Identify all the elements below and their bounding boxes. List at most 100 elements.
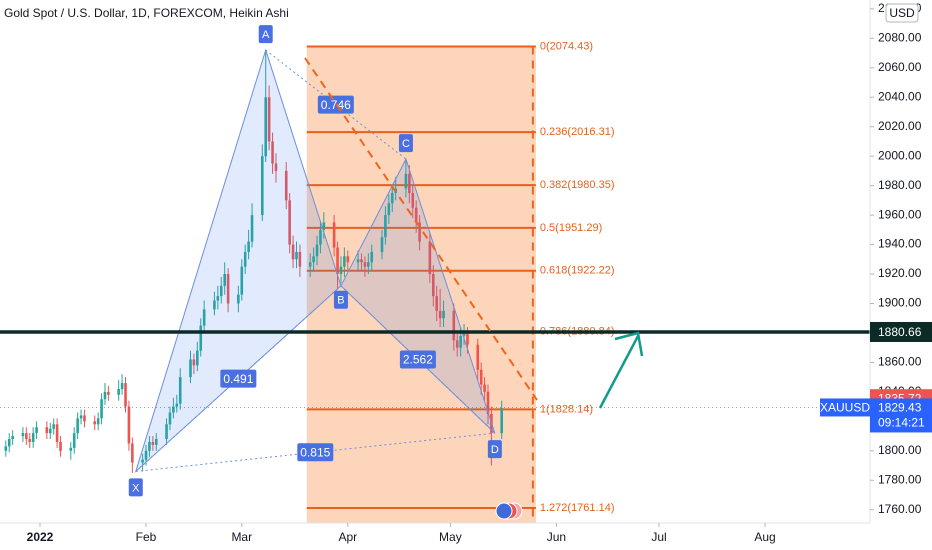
candle-body xyxy=(308,262,312,267)
candle-body xyxy=(79,415,83,419)
candle-body xyxy=(11,436,14,440)
candle-body xyxy=(69,447,73,451)
arrow xyxy=(598,331,644,409)
candle-body xyxy=(315,244,319,257)
fib-label: 1.272(1761.14) xyxy=(540,502,615,514)
pattern-ratio-line xyxy=(135,285,342,472)
last-price-label: 1829.43 xyxy=(878,401,922,415)
candle-body xyxy=(356,259,360,263)
candle-body xyxy=(452,310,456,341)
currency: USD xyxy=(889,6,915,20)
candle-body xyxy=(120,383,124,389)
point-box xyxy=(487,440,502,459)
candle-body xyxy=(76,418,79,434)
y-tick-label: 1900.00 xyxy=(878,296,922,310)
candle-body xyxy=(154,439,158,445)
y-tick-label: 1920.00 xyxy=(878,266,922,280)
candle-body xyxy=(240,266,244,295)
x-tick-label: Jun xyxy=(547,530,566,544)
candle-body xyxy=(178,377,182,404)
candle-body xyxy=(428,241,432,275)
candle-body xyxy=(4,446,8,451)
candle-body xyxy=(360,259,363,263)
candle-body xyxy=(414,207,418,223)
candle-body xyxy=(48,428,52,434)
hline-box xyxy=(870,321,932,342)
candle-body xyxy=(55,424,59,442)
candle-body xyxy=(28,439,32,442)
candle-body xyxy=(435,296,439,311)
candle-body xyxy=(267,97,271,142)
y-tick-label: 2080.00 xyxy=(878,30,922,44)
candle-body xyxy=(117,388,120,395)
point-label: C xyxy=(402,138,410,150)
candle-body xyxy=(124,383,127,407)
point-box xyxy=(128,478,143,497)
x-tick-label: Jul xyxy=(651,530,666,544)
candle-body xyxy=(35,427,38,434)
y-tick-label: 1780.00 xyxy=(878,472,922,486)
fib-label: 0(2074.43) xyxy=(540,40,593,52)
candle-body xyxy=(431,274,435,297)
y-tick-label: 1980.00 xyxy=(878,178,922,192)
y-tick-label: 1860.00 xyxy=(878,355,922,369)
candle-body xyxy=(175,403,179,407)
chart-title: Gold Spot / U.S. Dollar, 1D, FOREXCOM, H… xyxy=(4,6,289,20)
point-label: A xyxy=(262,29,270,41)
candle-body xyxy=(274,163,278,171)
last-price-box xyxy=(870,398,932,433)
candle-body xyxy=(131,443,134,463)
candle-body xyxy=(250,215,254,242)
candle-body xyxy=(483,384,486,392)
candle-body xyxy=(384,215,387,238)
candle-body xyxy=(151,441,155,445)
candle-body xyxy=(295,251,298,260)
icon xyxy=(495,502,523,520)
point-box xyxy=(258,25,273,44)
candle-body xyxy=(346,256,350,263)
ratio-label: 0.815 xyxy=(300,445,330,459)
candle-body xyxy=(380,237,384,252)
candle-body xyxy=(199,325,203,351)
candle-body xyxy=(462,332,466,336)
candle-body xyxy=(31,433,35,442)
point-box xyxy=(333,290,348,309)
candle-body xyxy=(459,335,462,348)
candle-body xyxy=(21,433,25,437)
currency-box[interactable] xyxy=(885,3,919,23)
y-tick-label: 2020.00 xyxy=(878,119,922,133)
candle-body xyxy=(223,274,226,286)
fib-label: 0.618(1922.22) xyxy=(540,265,615,277)
candle-body xyxy=(260,156,264,216)
candle-body xyxy=(237,294,240,304)
candle-body xyxy=(165,424,168,440)
y-tick-label: 2040.00 xyxy=(878,89,922,103)
candle-body xyxy=(271,141,274,164)
fib-label: 0.382(1980.35) xyxy=(540,179,615,191)
candle-body xyxy=(25,433,28,440)
point-label: D xyxy=(491,444,499,456)
ratio-label: 0.491 xyxy=(223,372,253,386)
candle-body xyxy=(442,310,445,319)
candle-body xyxy=(202,309,206,326)
y-tick-label: 1940.00 xyxy=(878,237,922,251)
candle-body xyxy=(45,427,49,434)
candle-body xyxy=(455,340,459,348)
x-tick-label: Apr xyxy=(338,530,357,544)
candle-body xyxy=(363,262,367,267)
candle-body xyxy=(141,459,144,463)
candle-body xyxy=(336,247,339,275)
candle-body xyxy=(343,256,346,267)
candle-body xyxy=(476,344,480,370)
ratio-box xyxy=(399,350,436,369)
hline-label: 1880.66 xyxy=(878,325,922,339)
y-tick-label: 2000.00 xyxy=(878,148,922,162)
y-tick-label: 1800.00 xyxy=(878,443,922,457)
candle-body xyxy=(96,418,100,425)
candle-body xyxy=(288,200,291,245)
candle-body xyxy=(479,369,483,385)
candle-body xyxy=(243,251,247,267)
symbol-label: XAUUSD xyxy=(820,401,870,415)
candle-body xyxy=(59,441,62,451)
